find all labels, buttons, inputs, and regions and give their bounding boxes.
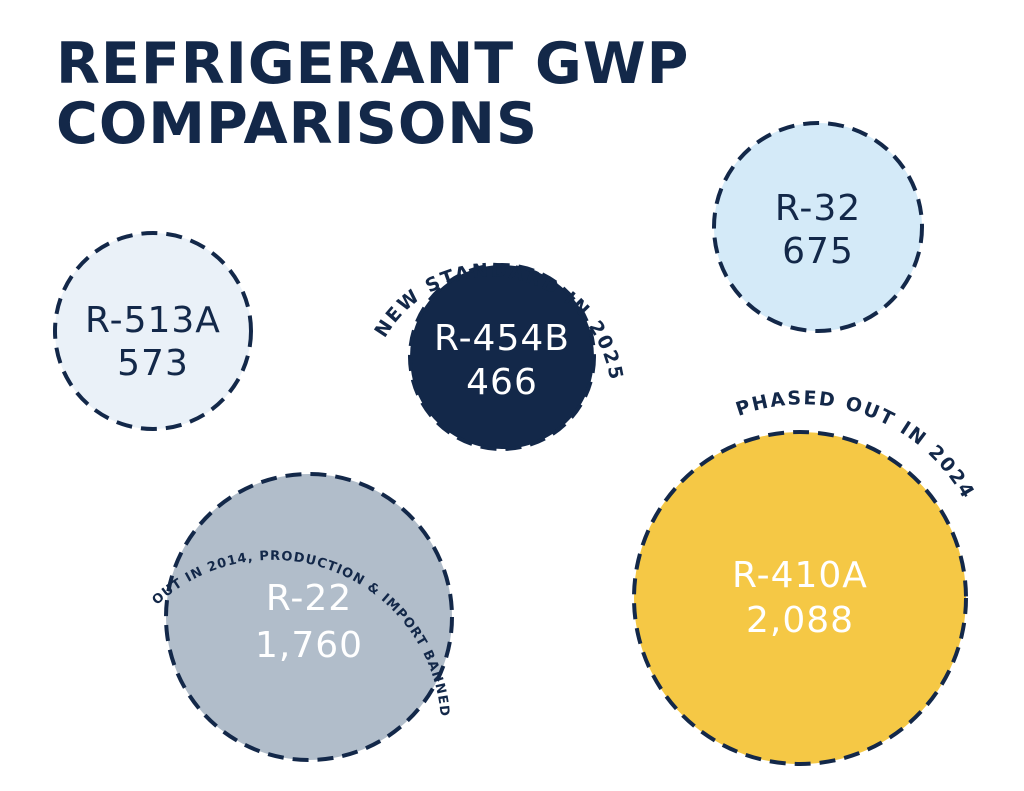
title-line-2: COMPARISONS xyxy=(56,91,539,157)
bubble-r32-circle xyxy=(712,121,924,333)
bubble-r410a-circle xyxy=(632,430,968,766)
bubble-r22-circle xyxy=(164,472,454,762)
bubble-r22-name: R-22 xyxy=(266,578,352,619)
bubble-r454b-circle xyxy=(408,263,596,451)
bubble-r513a: R-513A 573 xyxy=(53,231,253,431)
bubble-r32: R-32 675 xyxy=(712,121,924,333)
bubble-r410a-name: R-410A xyxy=(732,555,868,596)
title-line-1: REFRIGERANT GWP xyxy=(56,31,690,97)
bubble-r513a-gwp: 573 xyxy=(117,343,189,384)
page-title: REFRIGERANT GWP COMPARISONS xyxy=(56,34,689,154)
bubble-r454b: R-454B 466 NEW STANDARD IN 2025 xyxy=(370,259,625,451)
bubble-r454b-gwp: 466 xyxy=(466,362,538,403)
bubble-r513a-name: R-513A xyxy=(85,300,221,341)
bubble-r32-gwp: 675 xyxy=(782,231,854,272)
bubble-r22-gwp: 1,760 xyxy=(255,625,363,666)
bubble-r410a-gwp: 2,088 xyxy=(746,600,854,641)
bubble-r410a: R-410A 2,088 PHASED OUT IN 2024 xyxy=(632,387,977,766)
bubble-r32-name: R-32 xyxy=(775,188,861,229)
bubble-r513a-circle xyxy=(53,231,253,431)
bubble-r454b-name: R-454B xyxy=(434,318,570,359)
